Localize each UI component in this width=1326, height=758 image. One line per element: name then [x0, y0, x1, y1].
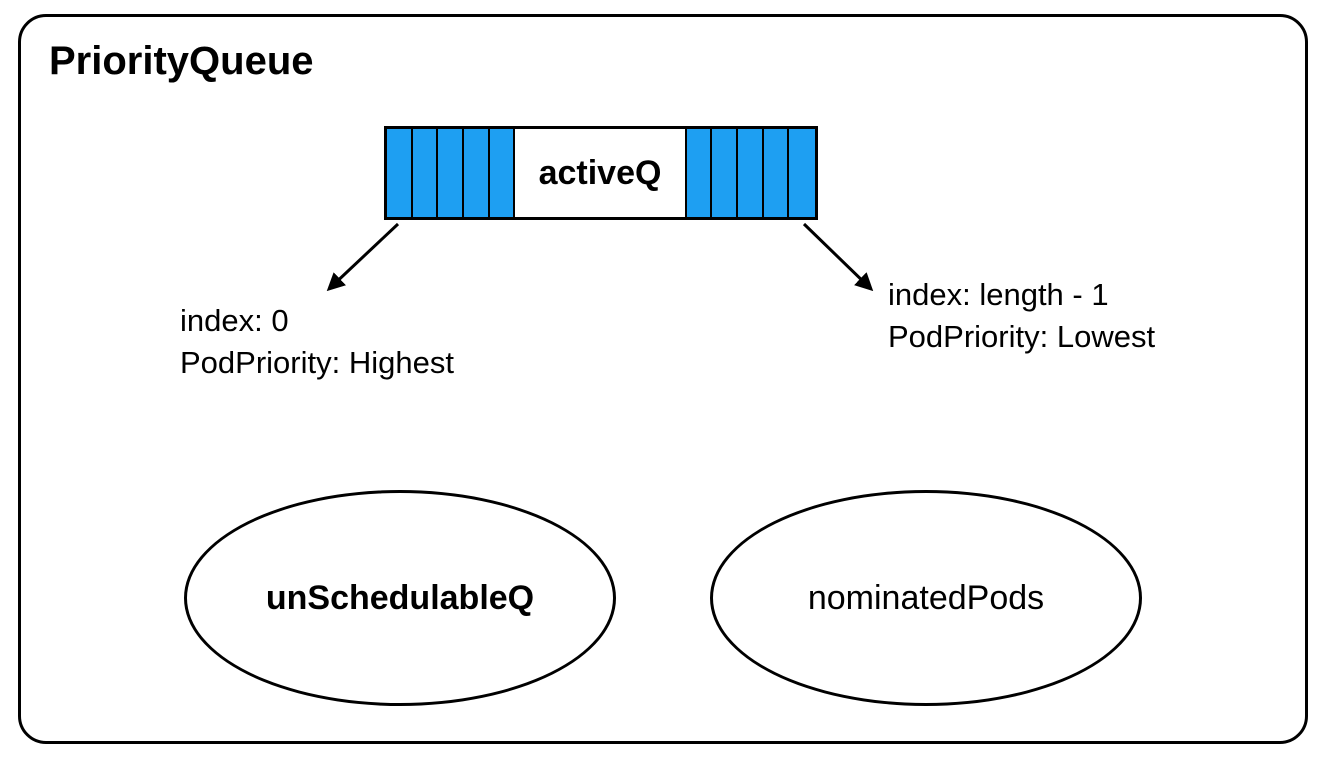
right-annotation-line1: index: length - 1 — [888, 274, 1155, 316]
arrow-right — [804, 224, 870, 288]
arrow-left — [330, 224, 398, 288]
left-annotation-line1: index: 0 — [180, 300, 454, 342]
left-annotation: index: 0 PodPriority: Highest — [180, 300, 454, 384]
unschedulable-queue-label: unSchedulableQ — [266, 579, 534, 618]
left-annotation-line2: PodPriority: Highest — [180, 342, 454, 384]
nominated-pods-ellipse: nominatedPods — [710, 490, 1142, 706]
right-annotation: index: length - 1 PodPriority: Lowest — [888, 274, 1155, 358]
right-annotation-line2: PodPriority: Lowest — [888, 316, 1155, 358]
nominated-pods-label: nominatedPods — [808, 579, 1044, 618]
unschedulable-queue-ellipse: unSchedulableQ — [184, 490, 616, 706]
